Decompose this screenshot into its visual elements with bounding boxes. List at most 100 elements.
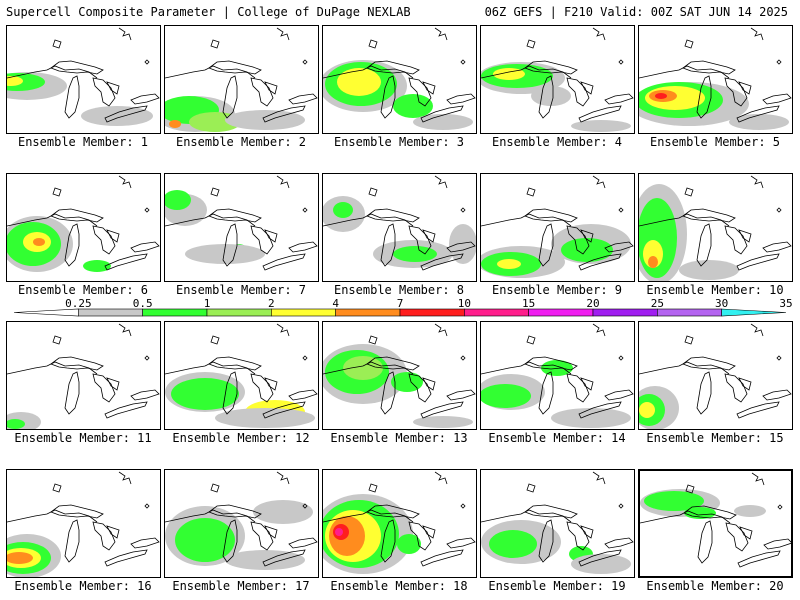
page-title: Supercell Composite Parameter | College … (6, 5, 411, 19)
legend-tick-label: 2 (268, 297, 275, 310)
map-boundary (524, 356, 578, 371)
map-panel[interactable] (638, 321, 793, 430)
map-panel[interactable] (164, 25, 319, 134)
map-boundary (118, 27, 132, 41)
legend-swatch (13, 308, 79, 317)
map-boundary (130, 389, 160, 401)
map-boundary (262, 253, 306, 271)
map-panel[interactable] (638, 25, 793, 134)
map-panel[interactable] (164, 173, 319, 282)
map-boundary (776, 355, 782, 361)
map-boundary (422, 377, 436, 391)
map-boundary (7, 213, 98, 227)
legend-swatch (528, 308, 594, 317)
map-panel[interactable] (322, 25, 477, 134)
map-panel[interactable] (480, 469, 635, 578)
parameter-contour (7, 76, 23, 86)
color-legend: 0.25 0.5 1 2 4 7 10 15 20 25 30 35 (13, 297, 793, 317)
map-boundary (639, 361, 730, 375)
parameter-contour (655, 93, 667, 99)
map-panel[interactable] (6, 25, 161, 134)
parameter-contour (639, 402, 655, 418)
map-boundary (738, 229, 752, 243)
map-boundary (264, 229, 278, 243)
map-boundary (368, 39, 378, 49)
map-panel[interactable] (480, 25, 635, 134)
map-panel[interactable] (480, 173, 635, 282)
map-panel[interactable] (6, 469, 161, 578)
parameter-contour (33, 238, 45, 246)
map-panel[interactable] (322, 469, 477, 578)
parameter-contour (175, 518, 235, 562)
legend-tick-label: 7 (397, 297, 404, 310)
map-panel[interactable] (480, 321, 635, 430)
map-boundary (52, 187, 62, 197)
map-boundary (165, 361, 256, 375)
map-panel[interactable] (638, 173, 793, 282)
map-boundary (210, 187, 220, 197)
map-boundary (130, 537, 160, 549)
map-boundary (422, 229, 436, 243)
map-boundary (434, 27, 448, 41)
map-boundary (302, 59, 308, 65)
map-boundary (526, 483, 536, 493)
map-boundary (92, 77, 116, 107)
map-boundary (222, 371, 238, 415)
map-boundary (408, 521, 432, 551)
great-lakes-map (639, 175, 792, 281)
map-panel[interactable] (6, 321, 161, 430)
map-boundary (64, 223, 80, 267)
map-boundary (434, 175, 448, 189)
map-boundary (52, 39, 62, 49)
map-panel[interactable] (164, 321, 319, 430)
map-boundary (222, 519, 238, 563)
map-boundary (446, 93, 476, 105)
map-boundary (208, 208, 262, 223)
map-boundary (538, 75, 554, 119)
member-label: Ensemble Member: 8 (333, 283, 465, 297)
map-boundary (762, 389, 792, 401)
parameter-contour (481, 384, 531, 408)
map-boundary (526, 335, 536, 345)
map-panel[interactable] (6, 173, 161, 282)
map-panel[interactable] (322, 321, 477, 430)
map-boundary (408, 225, 432, 255)
map-boundary (604, 389, 634, 401)
map-boundary (262, 401, 306, 419)
member-label: Ensemble Member: 19 (488, 579, 626, 593)
map-boundary (697, 520, 713, 564)
map-boundary (92, 521, 116, 551)
legend-swatch (271, 308, 336, 317)
parameter-contour (165, 190, 191, 210)
map-boundary (106, 377, 120, 391)
map-boundary (640, 510, 731, 524)
member-label: Ensemble Member: 10 (646, 283, 784, 297)
map-boundary (682, 356, 736, 371)
legend-tick-label: 30 (715, 297, 728, 310)
parameter-contour (171, 378, 239, 410)
map-boundary (762, 93, 792, 105)
map-boundary (366, 208, 420, 223)
member-label: Ensemble Member: 7 (175, 283, 307, 297)
map-boundary (50, 208, 104, 223)
map-boundary (524, 60, 578, 75)
map-boundary (420, 105, 464, 123)
member-label: Ensemble Member: 18 (330, 579, 468, 593)
map-boundary (323, 213, 414, 227)
map-panel[interactable] (322, 173, 477, 282)
map-boundary (604, 93, 634, 105)
map-boundary (144, 207, 150, 213)
map-panel[interactable] (164, 469, 319, 578)
map-boundary (302, 355, 308, 361)
map-panel[interactable] (638, 469, 793, 578)
map-boundary (264, 525, 278, 539)
member-label: Ensemble Member: 16 (14, 579, 152, 593)
member-label: Ensemble Member: 11 (14, 431, 152, 445)
parameter-contour (571, 120, 631, 132)
map-boundary (208, 356, 262, 371)
parameter-contour (7, 419, 25, 429)
map-boundary (592, 471, 606, 485)
map-boundary (366, 356, 420, 371)
map-boundary (380, 223, 396, 267)
map-boundary (524, 208, 578, 223)
